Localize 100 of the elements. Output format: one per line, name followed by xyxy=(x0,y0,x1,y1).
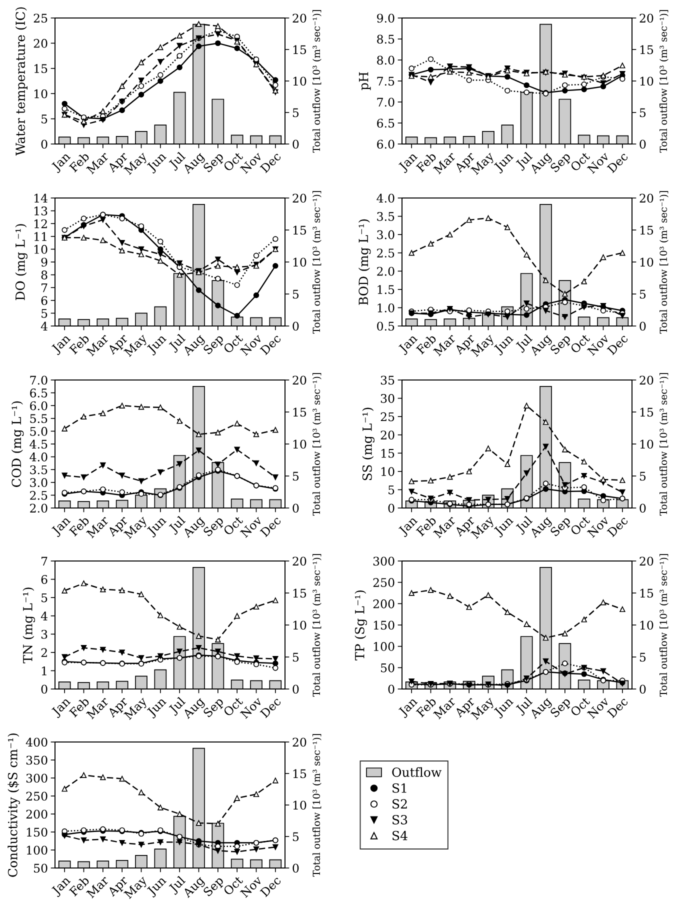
y2-tick-label: 15 xyxy=(640,588,654,598)
x-tick-label: Jun xyxy=(146,515,168,538)
x-tick-label: Jun xyxy=(146,333,168,356)
y-tick-label: 2.0 xyxy=(377,266,394,276)
y2-tick-label: 5 xyxy=(640,652,646,662)
x-tick-label: Jun xyxy=(492,515,516,538)
x-tick-label: Dec xyxy=(260,516,282,538)
y-tick-label: 8.0 xyxy=(377,56,394,65)
y2-axis-title: Total outflow [10³ (m³ sec⁻¹)] xyxy=(660,554,668,697)
legend-label: S1 xyxy=(392,783,406,793)
y-tick-label: 3 xyxy=(41,630,48,639)
y2-axis-title: Total outflow [10³ (m³ sec⁻¹)] xyxy=(660,10,668,153)
y-tick-label: 4 xyxy=(40,322,48,330)
y-tick-label: 0 xyxy=(41,140,48,149)
x-tick-label: Dec xyxy=(260,696,282,718)
x-tick-label: Jun xyxy=(146,875,168,898)
y2-tick-label: 5 xyxy=(640,108,646,118)
y2-tick-label: 5 xyxy=(640,290,646,299)
y-tick-label: 2 xyxy=(41,648,47,657)
x-tick-label: Jun xyxy=(492,696,516,719)
y-tick-label: 4 xyxy=(40,612,48,620)
y-tick-label: 1 xyxy=(42,666,46,676)
x-tick-label: Dec xyxy=(606,334,628,356)
x-tick-label: Sep xyxy=(202,516,226,538)
x-tick-label: Dec xyxy=(606,516,628,538)
y-axis-title: DO (mg L⁻¹) xyxy=(15,224,28,300)
y-tick-label: 5 xyxy=(42,114,48,124)
y-tick-label: 5.0 xyxy=(30,426,48,436)
y-tick-label: 0 xyxy=(388,684,394,694)
y-tick-label: 3.0 xyxy=(377,230,394,240)
x-tick-label: Sep xyxy=(202,876,226,898)
y2-tick-label: 10 xyxy=(293,258,306,267)
x-tick-label: Jun xyxy=(146,696,168,719)
x-tick-label: Sep xyxy=(550,516,573,538)
x-tick-label: Sep xyxy=(550,696,573,720)
y-tick-label: 35 xyxy=(380,376,394,385)
y-tick-label: 15 xyxy=(34,64,48,74)
y2-tick-label: 0 xyxy=(640,504,646,513)
x-tick-label: Sep xyxy=(202,334,226,356)
y2-axis-title: Total outflow [10³ (m³ sec⁻¹)] xyxy=(312,734,322,877)
y2-tick-label: 20 xyxy=(640,556,654,566)
y2-tick-label: 20 xyxy=(292,738,306,747)
y2-tick-label: 15 xyxy=(293,769,306,778)
y-tick-label: 7.5 xyxy=(377,76,394,86)
y-tick-label: 6.0 xyxy=(30,401,48,410)
y-tick-label: 100 xyxy=(374,642,394,651)
y-tick-label: 1.0 xyxy=(378,303,394,312)
y-tick-label: 50 xyxy=(34,864,48,873)
y2-tick-label: 5 xyxy=(640,472,646,481)
y2-tick-label: 20 xyxy=(640,376,654,385)
y-tick-label: 7 xyxy=(42,283,48,292)
y-tick-label: 5 xyxy=(42,593,48,602)
y2-tick-label: 5 xyxy=(292,108,299,118)
y-tick-label: 20 xyxy=(34,38,48,48)
y2-tick-label: 0 xyxy=(640,140,646,149)
y-tick-label: 3.5 xyxy=(377,212,394,221)
y-tick-label: 5 xyxy=(388,486,394,494)
y2-tick-label: 10 xyxy=(640,258,654,267)
y2-tick-label: 5 xyxy=(292,652,299,662)
y-tick-label: 0 xyxy=(388,504,394,513)
y-tick-label: 0.5 xyxy=(377,322,394,331)
y-tick-label: 25 xyxy=(380,412,394,422)
legend-label: S3 xyxy=(392,815,408,824)
y2-tick-label: 15 xyxy=(293,226,306,235)
y-tick-label: 400 xyxy=(26,738,48,747)
y2-tick-label: 0 xyxy=(292,684,299,694)
legend-label: S4 xyxy=(392,830,408,840)
x-tick-label: Dec xyxy=(260,876,282,898)
y-tick-label: 14 xyxy=(34,194,48,202)
y-axis-title: pH xyxy=(359,72,371,90)
y2-tick-label: 15 xyxy=(640,226,654,235)
x-tick-label: Jun xyxy=(492,333,516,356)
y-tick-label: 9.0 xyxy=(377,14,394,23)
y2-tick-label: 10 xyxy=(640,440,654,449)
y-tick-label: 4.5 xyxy=(30,440,48,449)
x-tick-label: Dec xyxy=(260,334,282,356)
x-tick-label: Sep xyxy=(550,334,573,356)
y-tick-label: 200 xyxy=(26,810,48,819)
x-tick-label: Dec xyxy=(606,152,628,174)
y-tick-label: 5.5 xyxy=(30,414,48,424)
x-tick-label: Dec xyxy=(260,152,282,174)
y-tick-label: 15 xyxy=(381,448,394,458)
x-tick-label: Sep xyxy=(550,152,573,174)
y2-tick-label: 0 xyxy=(292,504,299,513)
y-tick-label: 4.0 xyxy=(30,452,48,462)
y2-tick-label: 15 xyxy=(640,45,654,54)
y2-tick-label: 20 xyxy=(292,376,306,385)
y-tick-label: 5 xyxy=(42,309,48,318)
y-tick-label: 2.5 xyxy=(377,248,394,258)
x-tick-label: Sep xyxy=(202,152,226,174)
y2-tick-label: 10 xyxy=(293,620,306,630)
y-axis-title: BOD (mg L⁻¹) xyxy=(358,219,371,305)
y2-tick-label: 5 xyxy=(292,832,299,842)
y2-tick-label: 20 xyxy=(640,14,654,23)
y-tick-label: 3.0 xyxy=(30,478,48,488)
y2-tick-label: 10 xyxy=(293,440,306,449)
y-tick-label: 300 xyxy=(26,774,48,783)
y2-tick-label: 0 xyxy=(640,684,646,694)
y2-axis-title: Total outflow [10³ (m³ sec⁻¹)] xyxy=(312,373,322,516)
y2-tick-label: 0 xyxy=(292,864,299,873)
